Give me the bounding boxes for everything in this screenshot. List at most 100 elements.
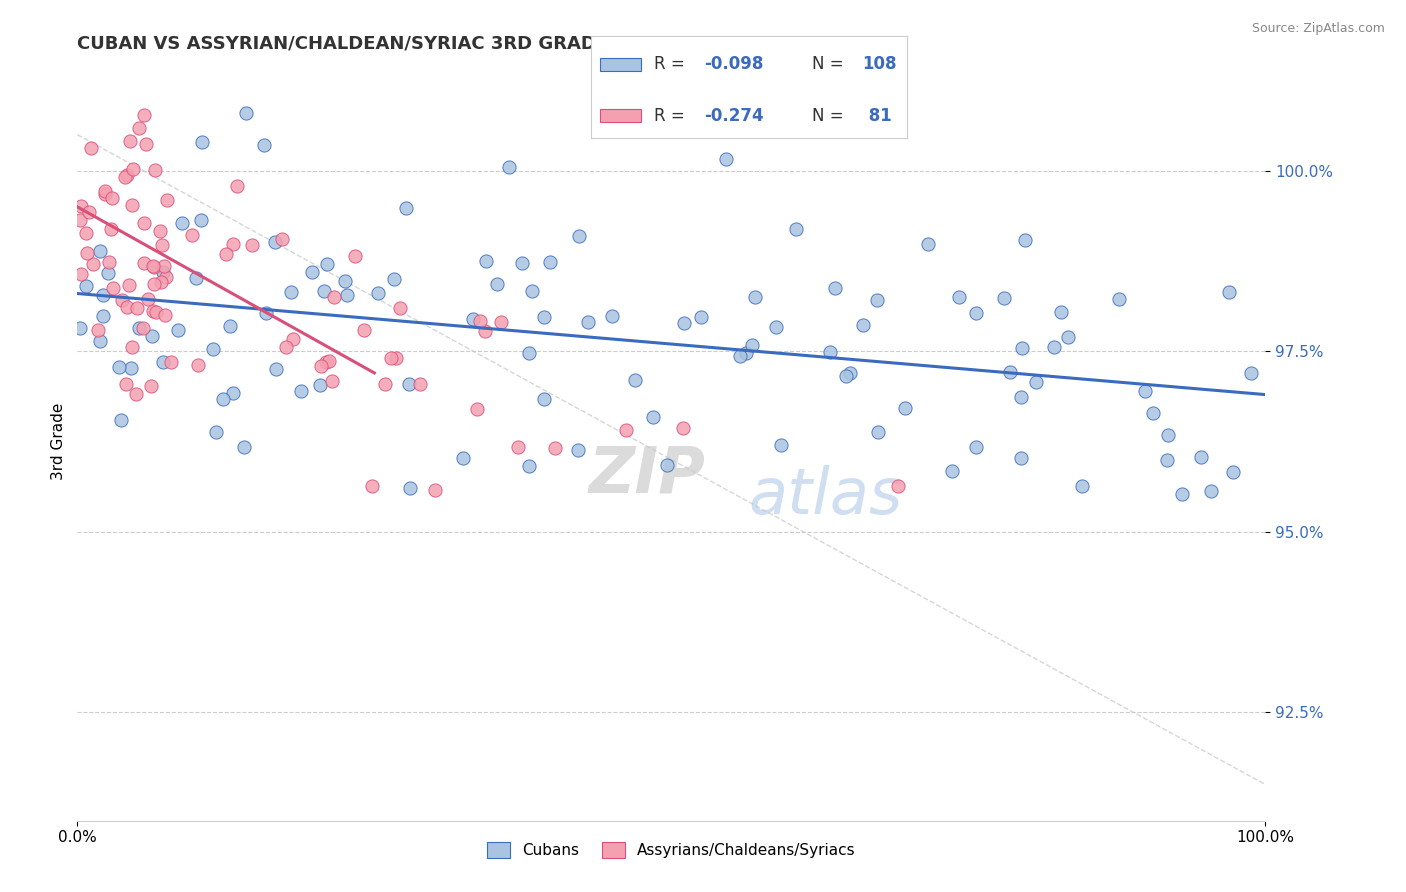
Point: [315, 355, 337, 369]
Point: [1157, 428, 1180, 442]
Point: [461, 311, 484, 326]
Point: [576, 315, 599, 329]
Point: [128, 321, 150, 335]
Point: [1133, 384, 1156, 398]
Point: [865, 293, 887, 307]
Point: [380, 351, 402, 365]
Point: [309, 359, 332, 373]
Point: [79, 140, 101, 154]
Point: [136, 292, 159, 306]
Point: [142, 303, 165, 318]
Point: [538, 255, 561, 269]
Point: [714, 152, 737, 166]
Point: [222, 237, 245, 252]
Point: [190, 213, 212, 227]
Point: [121, 340, 143, 354]
Point: [301, 265, 323, 279]
Point: [510, 256, 533, 270]
Point: [153, 260, 176, 274]
Point: [75, 226, 97, 240]
Point: [94, 187, 117, 202]
Point: [149, 224, 172, 238]
Text: R =: R =: [654, 107, 690, 125]
Point: [374, 377, 396, 392]
Point: [184, 271, 207, 285]
Point: [143, 277, 166, 292]
Point: [97, 267, 120, 281]
Point: [533, 310, 555, 325]
Point: [235, 106, 257, 120]
Point: [367, 285, 389, 300]
Point: [866, 425, 889, 440]
Point: [170, 216, 193, 230]
Point: [1171, 487, 1194, 501]
Point: [120, 134, 142, 148]
Point: [1156, 452, 1178, 467]
Point: [600, 310, 623, 324]
Point: [145, 305, 167, 319]
Point: [91, 288, 114, 302]
Point: [240, 238, 263, 252]
Point: [115, 168, 138, 182]
Point: [1049, 305, 1071, 319]
Point: [69, 213, 91, 227]
Point: [118, 277, 141, 292]
Point: [120, 361, 142, 376]
Point: [713, 106, 735, 120]
Point: [468, 313, 491, 327]
Point: [839, 366, 862, 380]
Point: [253, 138, 276, 153]
Point: [485, 277, 508, 291]
Point: [108, 359, 131, 374]
Point: [343, 249, 366, 263]
Point: [1071, 479, 1094, 493]
Point: [93, 184, 115, 198]
Point: [141, 329, 163, 343]
Point: [150, 238, 173, 252]
Point: [335, 274, 357, 288]
Point: [283, 332, 305, 346]
Point: [98, 254, 121, 268]
Point: [1222, 465, 1244, 479]
Point: [128, 121, 150, 136]
Point: [382, 272, 405, 286]
Point: [395, 201, 418, 215]
Point: [519, 459, 541, 474]
Point: [271, 232, 294, 246]
Point: [451, 450, 474, 465]
Point: [290, 384, 312, 399]
Point: [115, 376, 138, 391]
Point: [769, 438, 792, 452]
Point: [152, 265, 174, 279]
Point: [941, 464, 963, 478]
Point: [741, 338, 763, 352]
Point: [187, 358, 209, 372]
Point: [82, 257, 104, 271]
Point: [1199, 484, 1222, 499]
Point: [101, 280, 124, 294]
Point: [309, 378, 332, 392]
Point: [212, 392, 235, 406]
Point: [544, 442, 567, 456]
Point: [567, 443, 589, 458]
Point: [110, 413, 132, 427]
Point: [1240, 366, 1263, 380]
Point: [522, 284, 544, 298]
Point: [893, 401, 915, 415]
Point: [475, 253, 498, 268]
Point: [93, 309, 115, 323]
Point: [204, 425, 226, 439]
Point: [201, 342, 224, 356]
Text: Source: ZipAtlas.com: Source: ZipAtlas.com: [1251, 22, 1385, 36]
Point: [361, 479, 384, 493]
Point: [824, 280, 846, 294]
Point: [498, 160, 520, 174]
Point: [489, 315, 512, 329]
Point: [110, 293, 132, 307]
Point: [233, 440, 256, 454]
Point: [218, 318, 240, 333]
Text: N =: N =: [813, 107, 849, 125]
Point: [643, 409, 665, 424]
Point: [735, 345, 758, 359]
Point: [153, 308, 176, 322]
